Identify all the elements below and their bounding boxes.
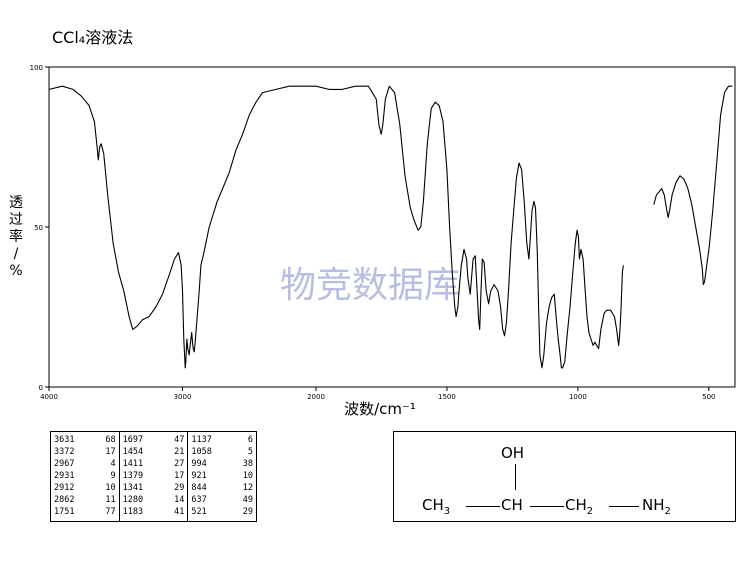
x-axis-label: 波数/cm⁻¹ <box>344 400 416 418</box>
peak-row: 844 12 <box>191 482 253 494</box>
peak-column-1: 3631 68 3372 17 2967 4 2931 9 2912 10 2862 11 1751 77 <box>51 432 120 521</box>
ch-group: CH <box>501 496 523 514</box>
peak-wavenumber: 1058 <box>191 447 212 457</box>
peak-row: 1058 5 <box>191 446 253 458</box>
x-axis-ticks: 4000 3000 2000 1500 1000 500 <box>40 387 716 401</box>
peak-wavenumber: 994 <box>191 459 207 469</box>
peak-transmittance: 12 <box>242 483 254 493</box>
peak-row: 1454 21 <box>123 446 185 458</box>
peak-wavenumber: 2931 <box>54 471 75 481</box>
peak-column-3: 1137 6 1058 5 994 38 921 10 844 12 637 49 521 29 <box>188 432 256 521</box>
structure-diagram: OH CH3 CH CH2 NH2 <box>393 431 736 522</box>
peak-row: 2862 11 <box>54 494 116 506</box>
peak-wavenumber: 1411 <box>122 459 144 469</box>
page-title: CCl₄溶液法 <box>52 28 134 47</box>
peak-transmittance: 68 <box>105 435 116 445</box>
peak-transmittance: 27 <box>174 459 185 469</box>
peak-row: 1280 14 <box>123 494 185 506</box>
peak-transmittance: 47 <box>174 435 185 445</box>
peak-wavenumber: 1137 <box>191 435 212 445</box>
x-tick-label-500: 500 <box>702 393 715 401</box>
spectrum-line-segment-1 <box>48 85 624 369</box>
peak-transmittance: 10 <box>105 483 116 493</box>
peak-wavenumber: 521 <box>191 507 207 517</box>
y-tick-label-50: 50 <box>34 224 43 232</box>
peak-row: 521 29 <box>191 506 253 518</box>
peak-transmittance: 38 <box>242 459 254 469</box>
peak-row: 1751 77 <box>54 506 116 518</box>
peak-table: 3631 68 3372 17 2967 4 2931 9 2912 10 2862 11 1751 77… <box>50 431 257 522</box>
peak-wavenumber: 844 <box>191 483 207 493</box>
ir-spectrum-chart: 0 50 100 4000 3000 2000 1500 1000 500 物竞数据库 波数/… <box>30 64 736 418</box>
peak-transmittance: 6 <box>247 435 254 445</box>
peak-transmittance: 4 <box>110 459 116 469</box>
peak-row: 1341 29 <box>123 482 185 494</box>
peak-transmittance: 10 <box>242 471 254 481</box>
spectrum-series <box>48 85 733 369</box>
peak-wavenumber: 3372 <box>54 447 75 457</box>
peak-wavenumber: 1183 <box>122 507 144 517</box>
peak-wavenumber: 921 <box>191 471 207 481</box>
bond-3 <box>609 506 639 507</box>
y-axis-ticks: 0 50 100 <box>30 64 49 392</box>
y-axis-label: 透过率 /% <box>6 195 26 280</box>
peak-wavenumber: 3631 <box>54 435 75 445</box>
peak-transmittance: 5 <box>247 447 254 457</box>
peak-row: 921 10 <box>191 470 253 482</box>
peak-row: 2931 9 <box>54 470 116 482</box>
peak-row: 1379 17 <box>123 470 185 482</box>
plot-frame <box>48 66 736 388</box>
oh-group: OH <box>501 444 525 462</box>
peak-transmittance: 17 <box>105 447 116 457</box>
peak-wavenumber: 2862 <box>54 495 75 505</box>
peak-wavenumber: 1454 <box>122 447 144 457</box>
peak-row: 2912 10 <box>54 482 116 494</box>
peak-transmittance: 41 <box>174 507 185 517</box>
peak-row: 637 49 <box>191 494 253 506</box>
y-tick-label-100: 100 <box>30 64 43 72</box>
peak-transmittance: 14 <box>174 495 185 505</box>
bond-1 <box>466 506 500 507</box>
peak-row: 3631 68 <box>54 434 116 446</box>
peak-row: 1137 6 <box>191 434 253 446</box>
peak-row: 3372 17 <box>54 446 116 458</box>
peak-transmittance: 49 <box>242 495 254 505</box>
peak-column-2: 1697 47 1454 21 1411 27 1379 17 1341 29 1280 14 1183… <box>120 432 189 521</box>
x-tick-label-4000: 4000 <box>40 393 58 401</box>
ch3-group: CH3 <box>422 496 451 517</box>
peak-transmittance: 17 <box>174 471 185 481</box>
watermark: 物竞数据库 <box>280 265 460 306</box>
spectrum-line-segment-2 <box>653 85 733 286</box>
x-tick-label-1000: 1000 <box>569 393 587 401</box>
peak-row: 994 38 <box>191 458 253 470</box>
x-tick-label-2000: 2000 <box>307 393 325 401</box>
peak-transmittance: 29 <box>242 507 254 517</box>
x-tick-label-3000: 3000 <box>174 393 192 401</box>
peak-wavenumber: 1751 <box>54 507 75 517</box>
peak-transmittance: 11 <box>105 495 116 505</box>
peak-row: 1411 27 <box>123 458 185 470</box>
peak-transmittance: 77 <box>105 507 116 517</box>
peak-row: 1183 41 <box>123 506 185 518</box>
peak-wavenumber: 2967 <box>54 459 75 469</box>
nh2-group: NH2 <box>642 496 671 517</box>
peak-wavenumber: 1280 <box>122 495 144 505</box>
peak-wavenumber: 1379 <box>122 471 144 481</box>
peak-wavenumber: 1341 <box>122 483 144 493</box>
ch2-group: CH2 <box>565 496 594 517</box>
y-axis-label-text: 透过率 /% <box>9 195 23 279</box>
peak-transmittance: 9 <box>110 471 116 481</box>
oh-bond <box>515 464 516 490</box>
peak-row: 1697 47 <box>123 434 185 446</box>
peak-row: 2967 4 <box>54 458 116 470</box>
peak-transmittance: 29 <box>174 483 185 493</box>
peak-wavenumber: 1697 <box>122 435 144 445</box>
bond-2 <box>530 506 564 507</box>
peak-transmittance: 21 <box>174 447 185 457</box>
x-tick-label-1500: 1500 <box>438 393 456 401</box>
peak-wavenumber: 637 <box>191 495 207 505</box>
y-tick-label-0: 0 <box>39 384 43 392</box>
peak-wavenumber: 2912 <box>54 483 75 493</box>
